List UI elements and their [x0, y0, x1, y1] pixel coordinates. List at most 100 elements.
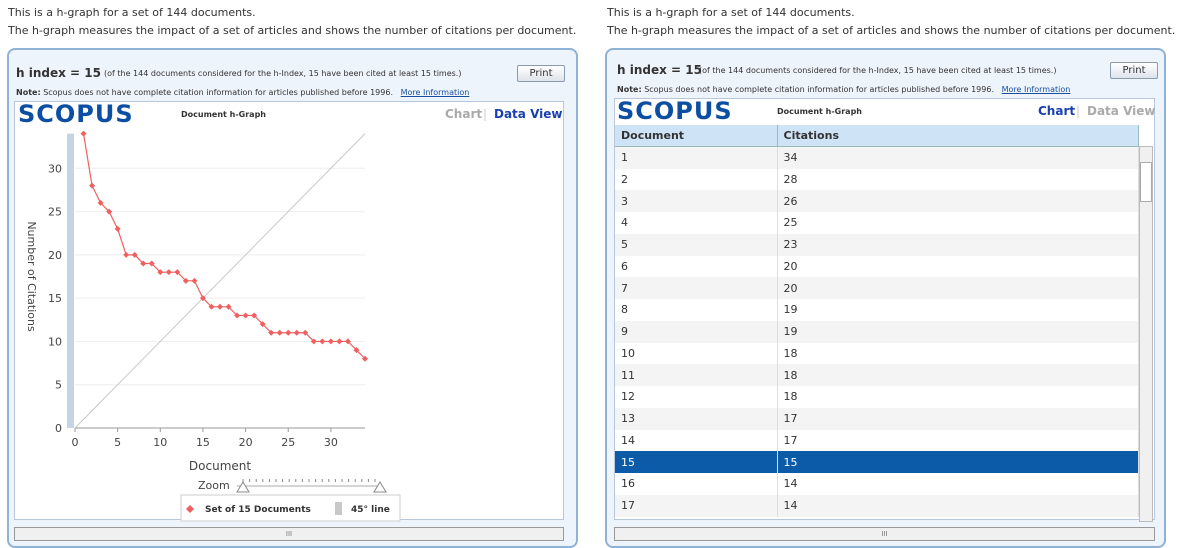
table-cell: 13 — [615, 407, 778, 430]
table-row[interactable]: 11 18 — [615, 364, 1139, 386]
graph-title: Document h-Graph — [181, 110, 266, 119]
print-button[interactable]: Print — [517, 65, 565, 82]
data-point — [242, 312, 249, 319]
data-point — [276, 329, 283, 336]
table-row[interactable]: 17 14 — [615, 494, 1139, 517]
table-cell: 2 — [615, 168, 778, 191]
chart-tab[interactable]: Chart — [445, 107, 483, 121]
table-row[interactable]: 6 20 — [615, 255, 1139, 278]
more-info-link[interactable]: More Information — [400, 88, 470, 97]
tab-separator: | — [483, 107, 488, 121]
print-button[interactable]: Print — [1110, 62, 1158, 79]
table-row[interactable]: 4 25 — [615, 212, 1139, 234]
table-cell: 6 — [615, 255, 778, 278]
y-tick-label: 10 — [48, 335, 62, 348]
vertical-scrollbar[interactable] — [1139, 146, 1153, 522]
table-row[interactable]: 13 17 — [615, 407, 1139, 430]
y-axis-label: Number of Citations — [25, 221, 38, 332]
table-cell: 4 — [615, 212, 778, 234]
table-row[interactable]: 1 34 — [615, 146, 1139, 169]
table-row[interactable]: 9 19 — [615, 320, 1139, 343]
x-tick-label: 20 — [239, 436, 253, 449]
table-cell: 16 — [615, 473, 778, 495]
table-cell: 20 — [777, 255, 1139, 278]
table-cell: 14 — [615, 429, 778, 452]
scrollbar[interactable]: III — [14, 527, 564, 541]
table-cell: 20 — [777, 277, 1139, 299]
data-point — [148, 260, 155, 267]
data-point — [106, 208, 113, 215]
note: Note: Scopus does not have complete cita… — [617, 85, 1070, 94]
table-row[interactable]: 15 15 — [615, 451, 1139, 473]
table-row[interactable]: 8 19 — [615, 299, 1139, 321]
data-point — [140, 260, 147, 267]
table-cell: 34 — [777, 146, 1139, 169]
column-header: Document — [615, 125, 778, 148]
data-point — [174, 269, 181, 276]
tab-separator: | — [1076, 104, 1081, 118]
data-point — [208, 303, 215, 310]
note-text: Scopus does not have complete citation i… — [644, 85, 994, 94]
scrollbar[interactable]: III — [614, 527, 1155, 541]
h-index: h index = 15 — [16, 66, 101, 80]
data-view-tab[interactable]: Data View — [1087, 104, 1156, 118]
data-point — [268, 329, 275, 336]
data-point — [182, 277, 189, 284]
x-tick-label: 15 — [196, 436, 210, 449]
table-row[interactable]: 5 23 — [615, 233, 1139, 256]
data-view-tab[interactable]: Data View — [494, 107, 563, 121]
more-info-link[interactable]: More Information — [1001, 85, 1071, 94]
data-point — [114, 225, 121, 232]
note-label: Note: — [16, 88, 41, 97]
table-row[interactable]: 10 18 — [615, 342, 1139, 365]
table-row[interactable]: 3 26 — [615, 190, 1139, 212]
legend-marker — [335, 502, 342, 515]
data-point — [285, 329, 292, 336]
note-label: Note: — [617, 85, 642, 94]
intro-line: The h-graph measures the impact of a set… — [607, 24, 1176, 37]
legend-marker — [186, 505, 194, 513]
h-bar — [67, 133, 74, 428]
table-cell: 7 — [615, 277, 778, 299]
table-row[interactable]: 16 14 — [615, 473, 1139, 495]
data-point — [302, 329, 309, 336]
intro-line: This is a h-graph for a set of 144 docum… — [607, 6, 855, 19]
table-viewport: Document Citations 1 34 2 28 3 26 4 25 5 23 6 20 7 20 8… — [615, 125, 1139, 517]
table-cell: 17 — [615, 494, 778, 517]
data-point — [217, 303, 223, 310]
table-row[interactable]: 12 18 — [615, 386, 1139, 408]
table-cell: 26 — [777, 190, 1139, 212]
data-point — [123, 251, 130, 258]
table-row[interactable]: 7 20 — [615, 277, 1139, 299]
chart-tab[interactable]: Chart — [1038, 104, 1076, 118]
intro-line: The h-graph measures the impact of a set… — [8, 24, 577, 37]
data-point — [327, 338, 334, 345]
scroll-thumb[interactable] — [1140, 162, 1152, 202]
y-tick-label: 5 — [55, 379, 62, 392]
zoom-handle — [373, 481, 387, 493]
data-point — [293, 329, 300, 336]
note: Note: Scopus does not have complete cita… — [16, 88, 469, 97]
table-cell: 1 — [615, 146, 778, 169]
table-cell: 14 — [777, 473, 1139, 495]
data-point — [131, 251, 138, 258]
data-point — [89, 182, 96, 189]
data-point — [165, 269, 172, 276]
x-tick-label: 30 — [324, 436, 338, 449]
table-cell: 15 — [777, 451, 1139, 473]
x-tick-label: 10 — [153, 436, 167, 449]
table-cell: 18 — [777, 364, 1139, 386]
table-cell: 12 — [615, 386, 778, 408]
data-point — [362, 355, 368, 362]
table-cell: 18 — [777, 386, 1139, 408]
column-header: Citations — [777, 125, 1139, 148]
table-row[interactable]: 14 17 — [615, 429, 1139, 452]
data-point — [191, 277, 198, 284]
table-cell: 15 — [615, 451, 778, 473]
legend-label: 45° line — [351, 505, 390, 515]
intro-line: This is a h-graph for a set of 144 docum… — [8, 6, 256, 19]
table-row[interactable]: 2 28 — [615, 168, 1139, 191]
x-axis-label: Document — [189, 459, 251, 473]
data-point — [319, 338, 326, 345]
